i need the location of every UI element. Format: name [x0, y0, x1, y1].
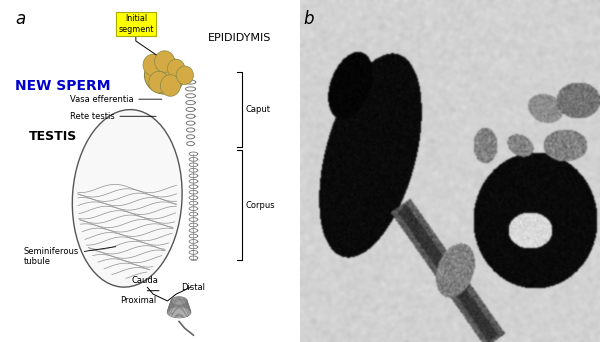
- Text: Vasa efferentia: Vasa efferentia: [70, 95, 162, 104]
- Text: Caput: Caput: [245, 105, 270, 114]
- Text: Proximal: Proximal: [121, 297, 157, 305]
- Ellipse shape: [72, 109, 182, 287]
- Ellipse shape: [176, 66, 193, 84]
- Text: TESTIS: TESTIS: [29, 130, 77, 143]
- Text: a: a: [15, 10, 25, 28]
- Ellipse shape: [149, 71, 169, 93]
- Text: Seminiferous
tubule: Seminiferous tubule: [23, 247, 116, 266]
- Text: Cauda: Cauda: [131, 276, 158, 285]
- Text: Rete testis: Rete testis: [70, 112, 156, 121]
- Ellipse shape: [167, 59, 185, 78]
- Ellipse shape: [145, 56, 185, 94]
- Ellipse shape: [155, 51, 175, 73]
- Text: Distal: Distal: [181, 283, 205, 292]
- Text: NEW SPERM: NEW SPERM: [15, 79, 110, 92]
- Text: EPIDIDYMIS: EPIDIDYMIS: [208, 32, 271, 43]
- Text: b: b: [303, 10, 314, 28]
- Ellipse shape: [143, 54, 163, 76]
- Text: Initial
segment: Initial segment: [118, 14, 154, 34]
- Ellipse shape: [160, 75, 181, 96]
- Text: Corpus: Corpus: [245, 201, 275, 210]
